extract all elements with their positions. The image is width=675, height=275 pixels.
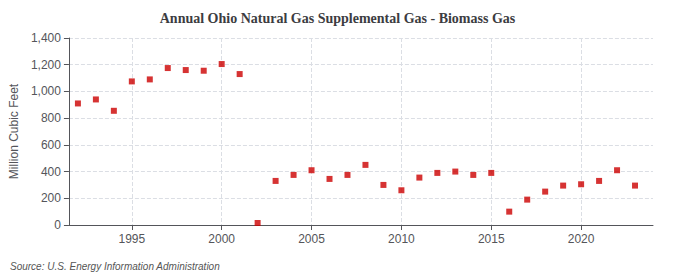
- svg-text:2020: 2020: [568, 232, 595, 246]
- svg-text:0: 0: [54, 218, 61, 232]
- svg-text:2000: 2000: [208, 232, 235, 246]
- svg-text:2015: 2015: [478, 232, 505, 246]
- svg-text:400: 400: [41, 165, 61, 179]
- svg-text:1,200: 1,200: [31, 58, 61, 72]
- svg-text:200: 200: [41, 191, 61, 205]
- svg-text:Million Cubic Feet: Million Cubic Feet: [7, 83, 21, 179]
- svg-text:Annual Ohio Natural Gas Supple: Annual Ohio Natural Gas Supplemental Gas…: [160, 11, 516, 26]
- svg-text:Source: U.S. Energy Informatio: Source: U.S. Energy Information Administ…: [10, 261, 220, 272]
- svg-text:2010: 2010: [388, 232, 415, 246]
- svg-text:800: 800: [41, 111, 61, 125]
- svg-text:1,400: 1,400: [31, 31, 61, 45]
- svg-text:2005: 2005: [298, 232, 325, 246]
- svg-text:600: 600: [41, 138, 61, 152]
- svg-text:1995: 1995: [118, 232, 145, 246]
- svg-text:1,000: 1,000: [31, 84, 61, 98]
